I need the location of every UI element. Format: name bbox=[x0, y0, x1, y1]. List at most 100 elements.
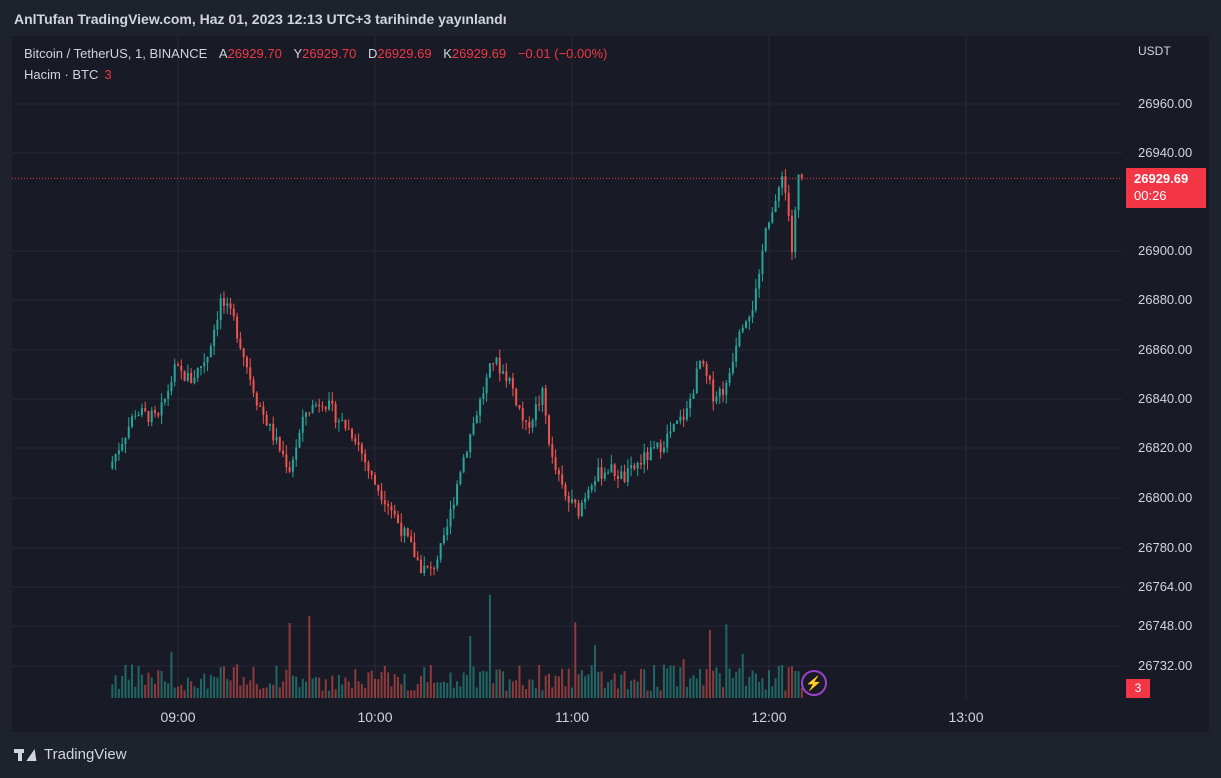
lightning-icon[interactable]: ⚡ bbox=[801, 670, 827, 696]
candle-body bbox=[245, 357, 248, 368]
volume-bar bbox=[439, 682, 442, 698]
y-tick-label: 26940.00 bbox=[1138, 145, 1192, 160]
volume-bar bbox=[390, 686, 393, 698]
chart-pane[interactable] bbox=[12, 36, 1122, 732]
footer-brand: TradingView bbox=[44, 746, 127, 763]
candle-body bbox=[518, 404, 521, 408]
volume-bar bbox=[140, 674, 143, 698]
volume-bar bbox=[282, 681, 285, 698]
tradingview-footer[interactable]: TradingView bbox=[14, 746, 127, 763]
volume-bar bbox=[328, 690, 331, 698]
volume-bar bbox=[144, 684, 147, 698]
legend-low-value: 26929.69 bbox=[377, 46, 432, 61]
candle-body bbox=[114, 454, 117, 462]
volume-bar bbox=[607, 681, 610, 698]
candle-body bbox=[702, 361, 705, 364]
candle-body bbox=[508, 377, 511, 382]
volume-bar bbox=[781, 664, 784, 698]
candle-body bbox=[741, 327, 744, 332]
candle-body bbox=[131, 416, 134, 427]
candle-body bbox=[745, 321, 748, 328]
volume-bar bbox=[689, 678, 692, 698]
legend-symbol: Bitcoin / TetherUS, 1, BINANCE bbox=[24, 46, 208, 61]
candle-body bbox=[423, 565, 426, 574]
candle-body bbox=[147, 411, 150, 423]
candle-body bbox=[117, 450, 120, 455]
candle-body bbox=[525, 420, 528, 423]
volume-bar bbox=[554, 675, 557, 698]
volume-bar bbox=[465, 675, 468, 698]
volume-bar bbox=[252, 666, 255, 698]
volume-bar bbox=[699, 668, 702, 698]
candle-body bbox=[413, 542, 416, 558]
candles bbox=[111, 169, 803, 577]
grid-lines bbox=[12, 36, 1122, 700]
volume-bar bbox=[718, 673, 721, 698]
volume-bar bbox=[318, 677, 321, 698]
volume-bar bbox=[423, 667, 426, 698]
volume-bar bbox=[649, 690, 652, 698]
candle-body bbox=[180, 365, 183, 371]
volume-bar bbox=[131, 664, 134, 698]
y-tick-label: 26880.00 bbox=[1138, 292, 1192, 307]
volume-bar bbox=[643, 669, 646, 698]
volume-bar bbox=[777, 666, 780, 698]
volume-bar bbox=[196, 687, 199, 698]
volume-bar bbox=[794, 670, 797, 698]
volume-bar bbox=[180, 684, 183, 698]
candle-body bbox=[465, 452, 468, 458]
volume-bar bbox=[616, 688, 619, 698]
volume-bar bbox=[341, 684, 344, 698]
candle-body bbox=[436, 559, 439, 569]
legend-open-label: A bbox=[218, 46, 228, 61]
candle-body bbox=[396, 514, 399, 523]
candle-body bbox=[206, 357, 209, 363]
candle-body bbox=[544, 388, 547, 416]
candle-body bbox=[456, 484, 459, 505]
volume-bar bbox=[275, 665, 278, 698]
volume-bar bbox=[603, 688, 606, 698]
candle-body bbox=[288, 467, 291, 472]
volume-bar bbox=[160, 670, 163, 698]
candle-body bbox=[502, 371, 505, 374]
candle-body bbox=[672, 423, 675, 432]
candle-body bbox=[731, 361, 734, 374]
candle-body bbox=[265, 414, 268, 426]
volume-bar bbox=[502, 671, 505, 698]
candle-body bbox=[226, 303, 229, 306]
candle-body bbox=[748, 317, 751, 322]
volume-bar bbox=[288, 622, 291, 698]
candle-body bbox=[442, 535, 445, 544]
candle-body bbox=[679, 416, 682, 421]
volume-bar bbox=[492, 683, 495, 698]
price-axis[interactable] bbox=[1122, 36, 1209, 732]
candle-countdown: 00:26 bbox=[1134, 188, 1167, 203]
candle-body bbox=[393, 510, 396, 515]
volume-badge: 3 bbox=[1126, 679, 1150, 698]
candle-body bbox=[597, 467, 600, 482]
x-axis-labels: 09:00 10:00 11:00 12:00 13:00 bbox=[160, 709, 983, 725]
volume-bar bbox=[571, 687, 573, 698]
volume-bar bbox=[183, 690, 186, 698]
volume-bar bbox=[442, 681, 445, 698]
volume-bar bbox=[456, 681, 459, 698]
candle-body bbox=[538, 404, 541, 406]
candle-body bbox=[370, 471, 373, 475]
candle-body bbox=[695, 368, 698, 394]
candle-body bbox=[482, 393, 485, 400]
volume-bar bbox=[525, 689, 528, 698]
volume-bar bbox=[334, 689, 337, 698]
volume-bar bbox=[738, 668, 741, 698]
candle-body bbox=[239, 338, 242, 349]
candle-body bbox=[295, 447, 298, 460]
candle-body bbox=[190, 372, 193, 383]
candle-body bbox=[140, 408, 143, 415]
currency-label[interactable]: USDT bbox=[1138, 44, 1171, 58]
volume-bar bbox=[577, 674, 580, 698]
candle-body bbox=[722, 388, 725, 395]
volume-bar bbox=[206, 688, 209, 698]
volume-bar bbox=[216, 677, 219, 698]
candle-body bbox=[479, 399, 482, 416]
candle-body bbox=[643, 452, 646, 465]
